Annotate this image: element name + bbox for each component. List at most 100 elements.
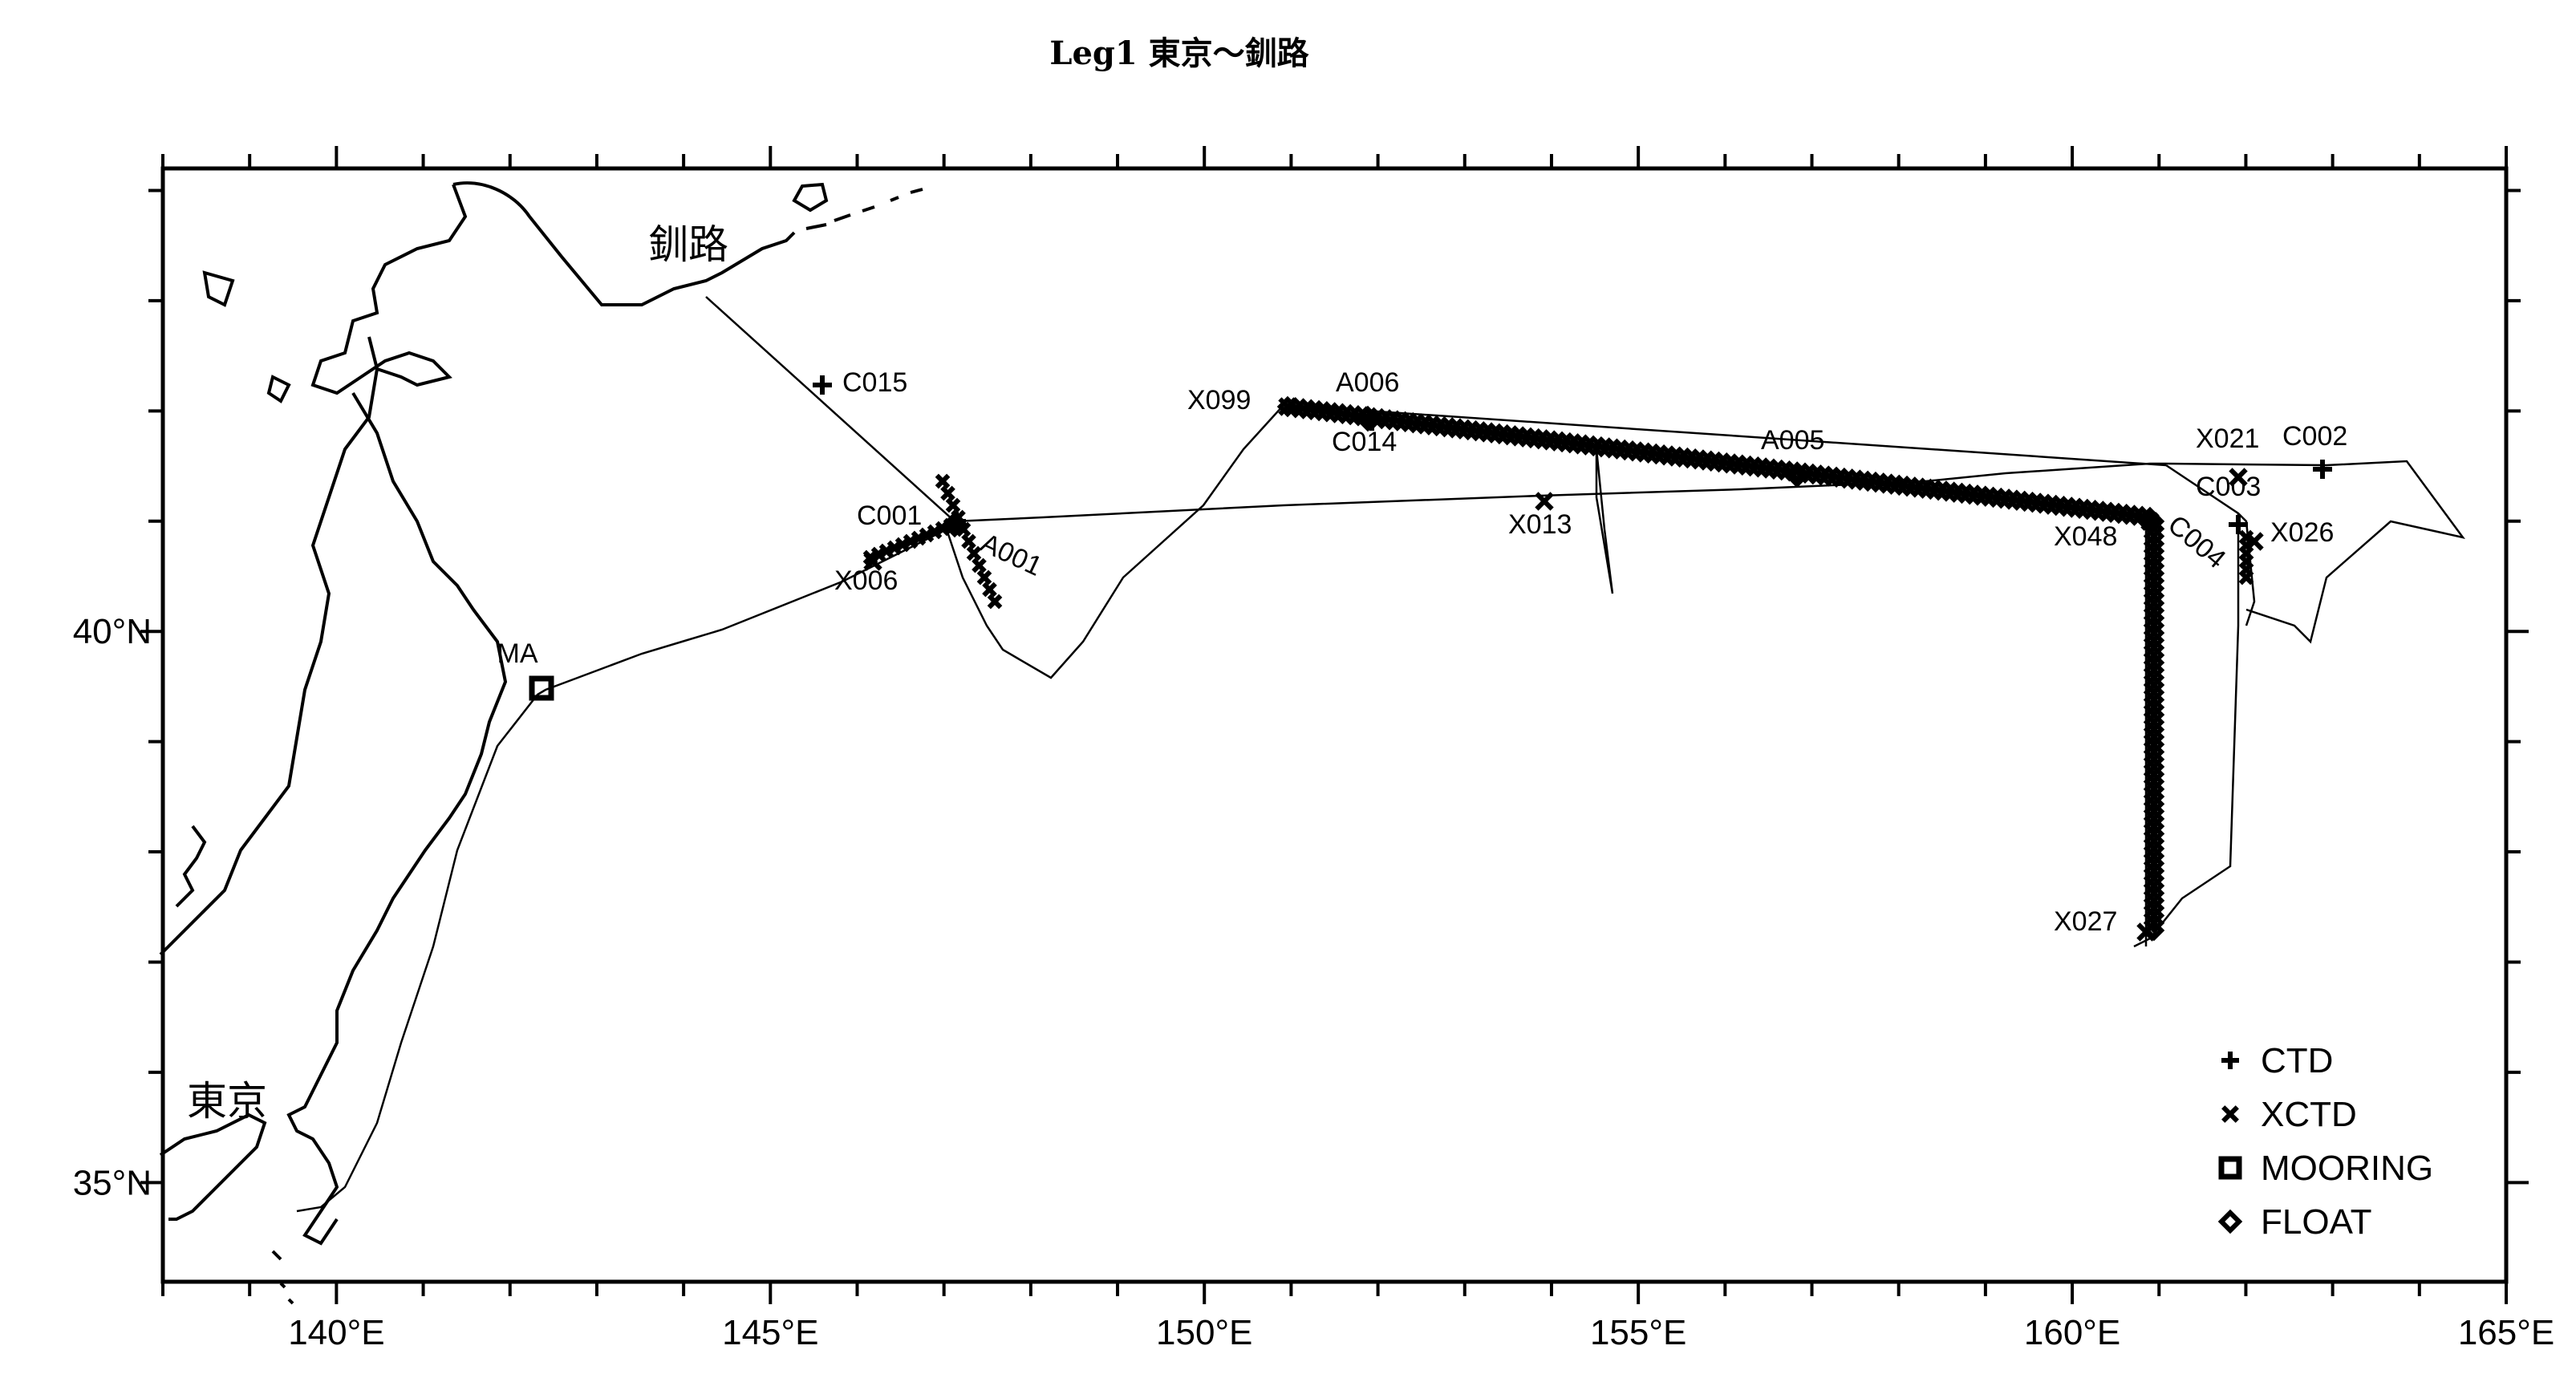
station-label: C001 bbox=[857, 501, 922, 531]
xctd-marker bbox=[2136, 922, 2156, 942]
xctd-marker bbox=[982, 582, 997, 598]
float-marker bbox=[2217, 1209, 2243, 1234]
float-marker bbox=[1783, 461, 1811, 488]
station-label: X027 bbox=[2054, 906, 2117, 937]
axis-labels: 140°E 145°E 150°E 155°E 160°E 165°E 35°N 40°N bbox=[73, 612, 2554, 1352]
stations: C015C001A001X006MAX099A006C014X013A005X0… bbox=[497, 367, 2347, 942]
xctd-mark-b bbox=[919, 527, 935, 543]
legend-label: CTD bbox=[2261, 1041, 2333, 1080]
xctd-mark-b bbox=[927, 524, 943, 540]
mooring-marker bbox=[529, 675, 554, 701]
legend-label: FLOAT bbox=[2261, 1202, 2372, 1242]
station-label: A005 bbox=[1761, 425, 1824, 456]
xctd-mark-b bbox=[982, 582, 997, 598]
map-title: Leg1 東京〜釧路 bbox=[1049, 34, 1309, 72]
xctd-marker bbox=[1535, 492, 1554, 511]
xctd-mark-b bbox=[2136, 922, 2156, 942]
ctd-marker bbox=[1362, 411, 1381, 431]
xctd-marker bbox=[955, 521, 972, 537]
xctd-mark-b bbox=[2238, 569, 2254, 586]
float-marker-lines bbox=[862, 395, 2254, 942]
xctd-marker bbox=[961, 533, 976, 549]
legend: CTD XCTD MOORING FLOAT bbox=[2217, 1041, 2433, 1242]
xctd-marker bbox=[987, 594, 1003, 610]
station-label: X026 bbox=[2270, 517, 2334, 548]
float-mark bbox=[941, 511, 968, 538]
legend-label: MOORING bbox=[2261, 1149, 2433, 1188]
lon-tick-label: 150°E bbox=[1156, 1313, 1252, 1352]
xctd-mark-b bbox=[940, 485, 955, 501]
station-label: X021 bbox=[2196, 424, 2259, 454]
station-label: MA bbox=[497, 638, 538, 669]
lat-tick-label: 35°N bbox=[73, 1163, 152, 1202]
xctd-mark-b bbox=[2221, 1105, 2239, 1123]
xctd-mark-b bbox=[863, 552, 882, 571]
xctd-mark-b bbox=[955, 521, 972, 537]
float-marker bbox=[941, 511, 968, 538]
float-mark bbox=[2143, 912, 2165, 934]
station-label: C014 bbox=[1332, 427, 1397, 457]
xctd-marker bbox=[972, 557, 987, 573]
xctd-marker bbox=[2221, 1105, 2239, 1123]
ctd-marker bbox=[2229, 515, 2248, 534]
float-mark bbox=[2217, 1209, 2243, 1234]
xctd-mark-b bbox=[886, 540, 903, 556]
coastline bbox=[159, 181, 923, 1305]
map-border bbox=[160, 166, 2509, 1284]
station-label: X048 bbox=[2054, 521, 2117, 552]
xctd-mark-b bbox=[895, 537, 911, 553]
station-label: X099 bbox=[1187, 385, 1251, 415]
mooring-mark bbox=[529, 675, 554, 701]
station-label: A006 bbox=[1336, 367, 1399, 398]
station-label: C002 bbox=[2282, 421, 2347, 452]
lat-tick-label: 40°N bbox=[73, 612, 152, 651]
xctd-marker bbox=[1278, 397, 1297, 416]
ctd-marker bbox=[2221, 1052, 2239, 1069]
lon-tick-label: 140°E bbox=[288, 1313, 384, 1352]
xctd-marker bbox=[2229, 468, 2248, 487]
station-label: C015 bbox=[842, 367, 907, 398]
xctd-mark-b bbox=[2245, 532, 2264, 551]
xctd-marker bbox=[935, 473, 951, 489]
station-label: C003 bbox=[2196, 472, 2261, 502]
lon-tick-label: 155°E bbox=[1590, 1313, 1686, 1352]
xctd-mark-b bbox=[945, 497, 961, 513]
xctd-marker bbox=[966, 545, 982, 561]
mooring-mark bbox=[2218, 1156, 2242, 1180]
ctd-marker bbox=[2313, 460, 2332, 479]
xctd-mark-b bbox=[2229, 468, 2248, 487]
xctd-marker bbox=[2245, 532, 2264, 551]
xctd-mark-b bbox=[1278, 397, 1297, 416]
float-mark bbox=[1783, 461, 1811, 488]
lon-tick-label: 165°E bbox=[2458, 1313, 2554, 1352]
xctd-mark-b bbox=[1535, 492, 1554, 511]
map-frame bbox=[140, 146, 2529, 1304]
xctd-mark-b bbox=[966, 545, 982, 561]
xctd-mark-b bbox=[972, 557, 987, 573]
lon-tick-label: 160°E bbox=[2024, 1313, 2120, 1352]
ctd-marker bbox=[2140, 512, 2160, 531]
xctd-mark-b bbox=[911, 530, 927, 546]
xctd-mark-b bbox=[987, 594, 1003, 610]
ctd-marker bbox=[813, 375, 832, 395]
xctd-mark-b bbox=[961, 533, 976, 549]
mooring-marker bbox=[2218, 1156, 2242, 1180]
xctd-marker bbox=[945, 497, 961, 513]
xctd-marker bbox=[940, 485, 955, 501]
station-label: X013 bbox=[1508, 509, 1572, 540]
xctd-marker bbox=[2238, 569, 2254, 586]
lon-tick-label: 145°E bbox=[722, 1313, 818, 1352]
xctd-mark-b bbox=[878, 543, 895, 559]
station-label: X006 bbox=[834, 565, 898, 596]
xctd-marker bbox=[976, 569, 992, 586]
legend-label: XCTD bbox=[2261, 1095, 2357, 1134]
place-name: 釧路 bbox=[648, 221, 728, 268]
xctd-mark-b bbox=[935, 473, 951, 489]
xctd-marker bbox=[863, 552, 882, 571]
float-marker bbox=[2143, 912, 2165, 934]
xctd-mark-b bbox=[903, 533, 919, 549]
xctd-mark-b bbox=[976, 569, 992, 586]
